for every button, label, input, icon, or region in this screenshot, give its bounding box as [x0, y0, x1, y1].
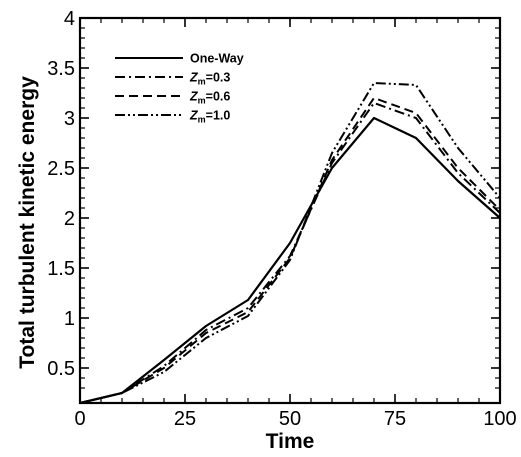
- x-tick-label: 0: [74, 408, 85, 430]
- series-line-2: [79, 102, 501, 404]
- legend: One-Way Zm=0.3 Zm=0.6 Zm=1.0: [115, 52, 244, 125]
- legend-label-3: Zm=0.6: [189, 90, 230, 106]
- y-tick-label: 3.5: [47, 58, 75, 80]
- plot-frame: [78, 16, 502, 405]
- y-tick-label: 3: [64, 108, 75, 130]
- chart-marks: [79, 82, 501, 405]
- series-line-3: [79, 97, 501, 404]
- x-tick-label: 50: [279, 408, 301, 430]
- series-line-1: [79, 116, 501, 405]
- chart-axes: 0 25 50 75 100 0.5 1 1.5 2 2.5 3 3.5 4: [47, 8, 517, 430]
- x-tick-label: 100: [483, 408, 516, 430]
- y-tick-label: 2: [64, 208, 75, 230]
- y-tick-label: 0.5: [47, 358, 75, 380]
- y-tick-label: 1: [64, 308, 75, 330]
- x-tick-label: 25: [174, 408, 196, 430]
- y-axis-label: Total turbulent kinetic energy: [16, 76, 39, 369]
- y-tick-label: 4: [64, 8, 75, 30]
- y-tick-label: 2.5: [47, 158, 75, 180]
- legend-label-1: One-Way: [190, 52, 244, 66]
- legend-label-2: Zm=0.3: [189, 71, 230, 87]
- x-tick-label: 75: [384, 408, 406, 430]
- series-line-4: [79, 82, 501, 404]
- legend-label-4: Zm=1.0: [189, 109, 230, 125]
- x-axis-label: Time: [266, 430, 315, 453]
- y-tick-label: 1.5: [47, 258, 75, 280]
